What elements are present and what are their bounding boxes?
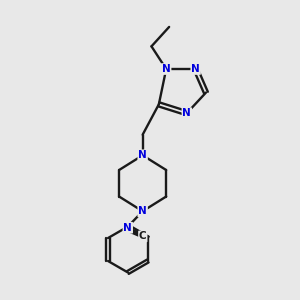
Text: N: N: [123, 223, 132, 233]
Text: C: C: [139, 231, 147, 242]
Text: N: N: [182, 108, 191, 118]
Text: N: N: [138, 150, 147, 160]
Text: N: N: [191, 64, 200, 74]
Text: N: N: [138, 206, 147, 216]
Text: N: N: [162, 64, 171, 74]
